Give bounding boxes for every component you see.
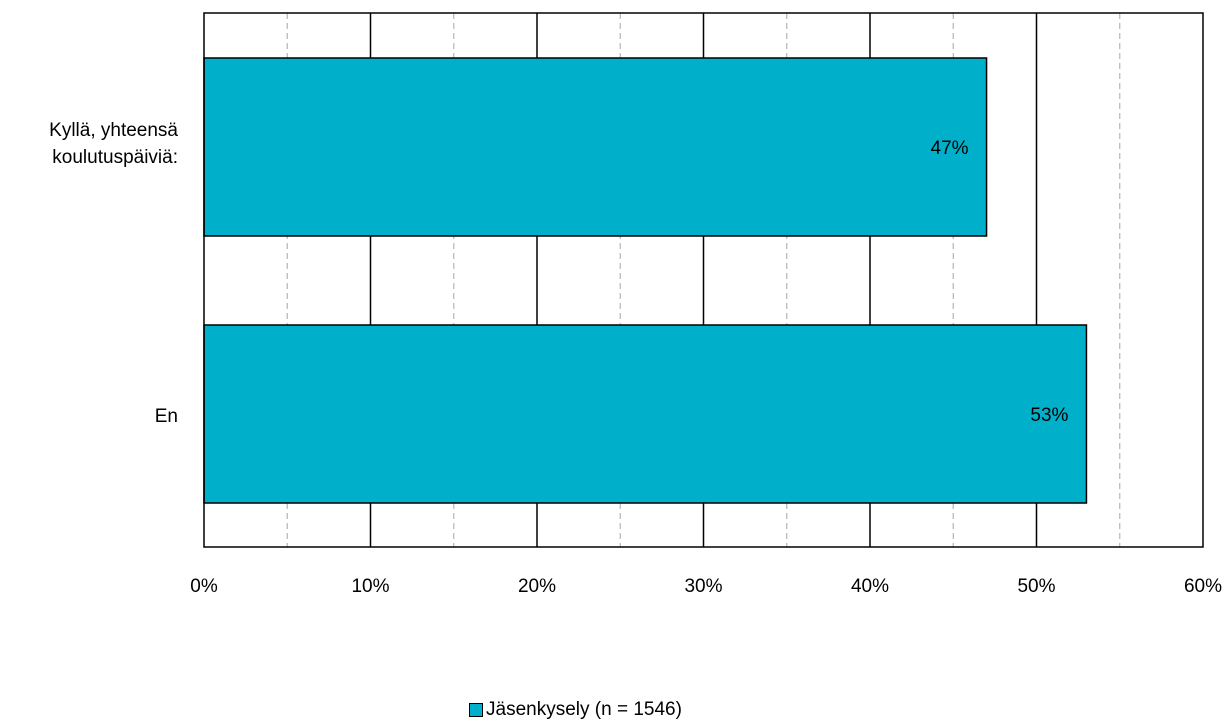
plot-frame [203,12,1204,548]
legend: Jäsenkysely (n = 1546) [469,699,682,721]
category-label-en-line-1: En [154,406,178,427]
x-tick-label: 0% [190,576,218,597]
legend-swatch [469,703,483,717]
x-tick-label: 30% [684,576,722,597]
category-label-kylla-line-2: koulutuspäiviä: [52,147,178,168]
category-label-kylla-line-1: Kyllä, yhteensä [49,120,178,141]
data-label: 53% [1030,405,1068,426]
x-tick-label: 20% [518,576,556,597]
x-tick-label: 40% [851,576,889,597]
bar [203,324,1088,504]
category-label-kylla: Kyllä, yhteensä koulutuspäiviä: [49,117,178,171]
data-label: 47% [931,138,969,159]
category-label-en: En [155,403,178,430]
legend-label: Jäsenkysely (n = 1546) [486,699,682,720]
x-tick-label: 50% [1017,576,1055,597]
x-tick-label: 60% [1184,576,1222,597]
x-tick-label: 10% [351,576,389,597]
bar [203,57,988,237]
